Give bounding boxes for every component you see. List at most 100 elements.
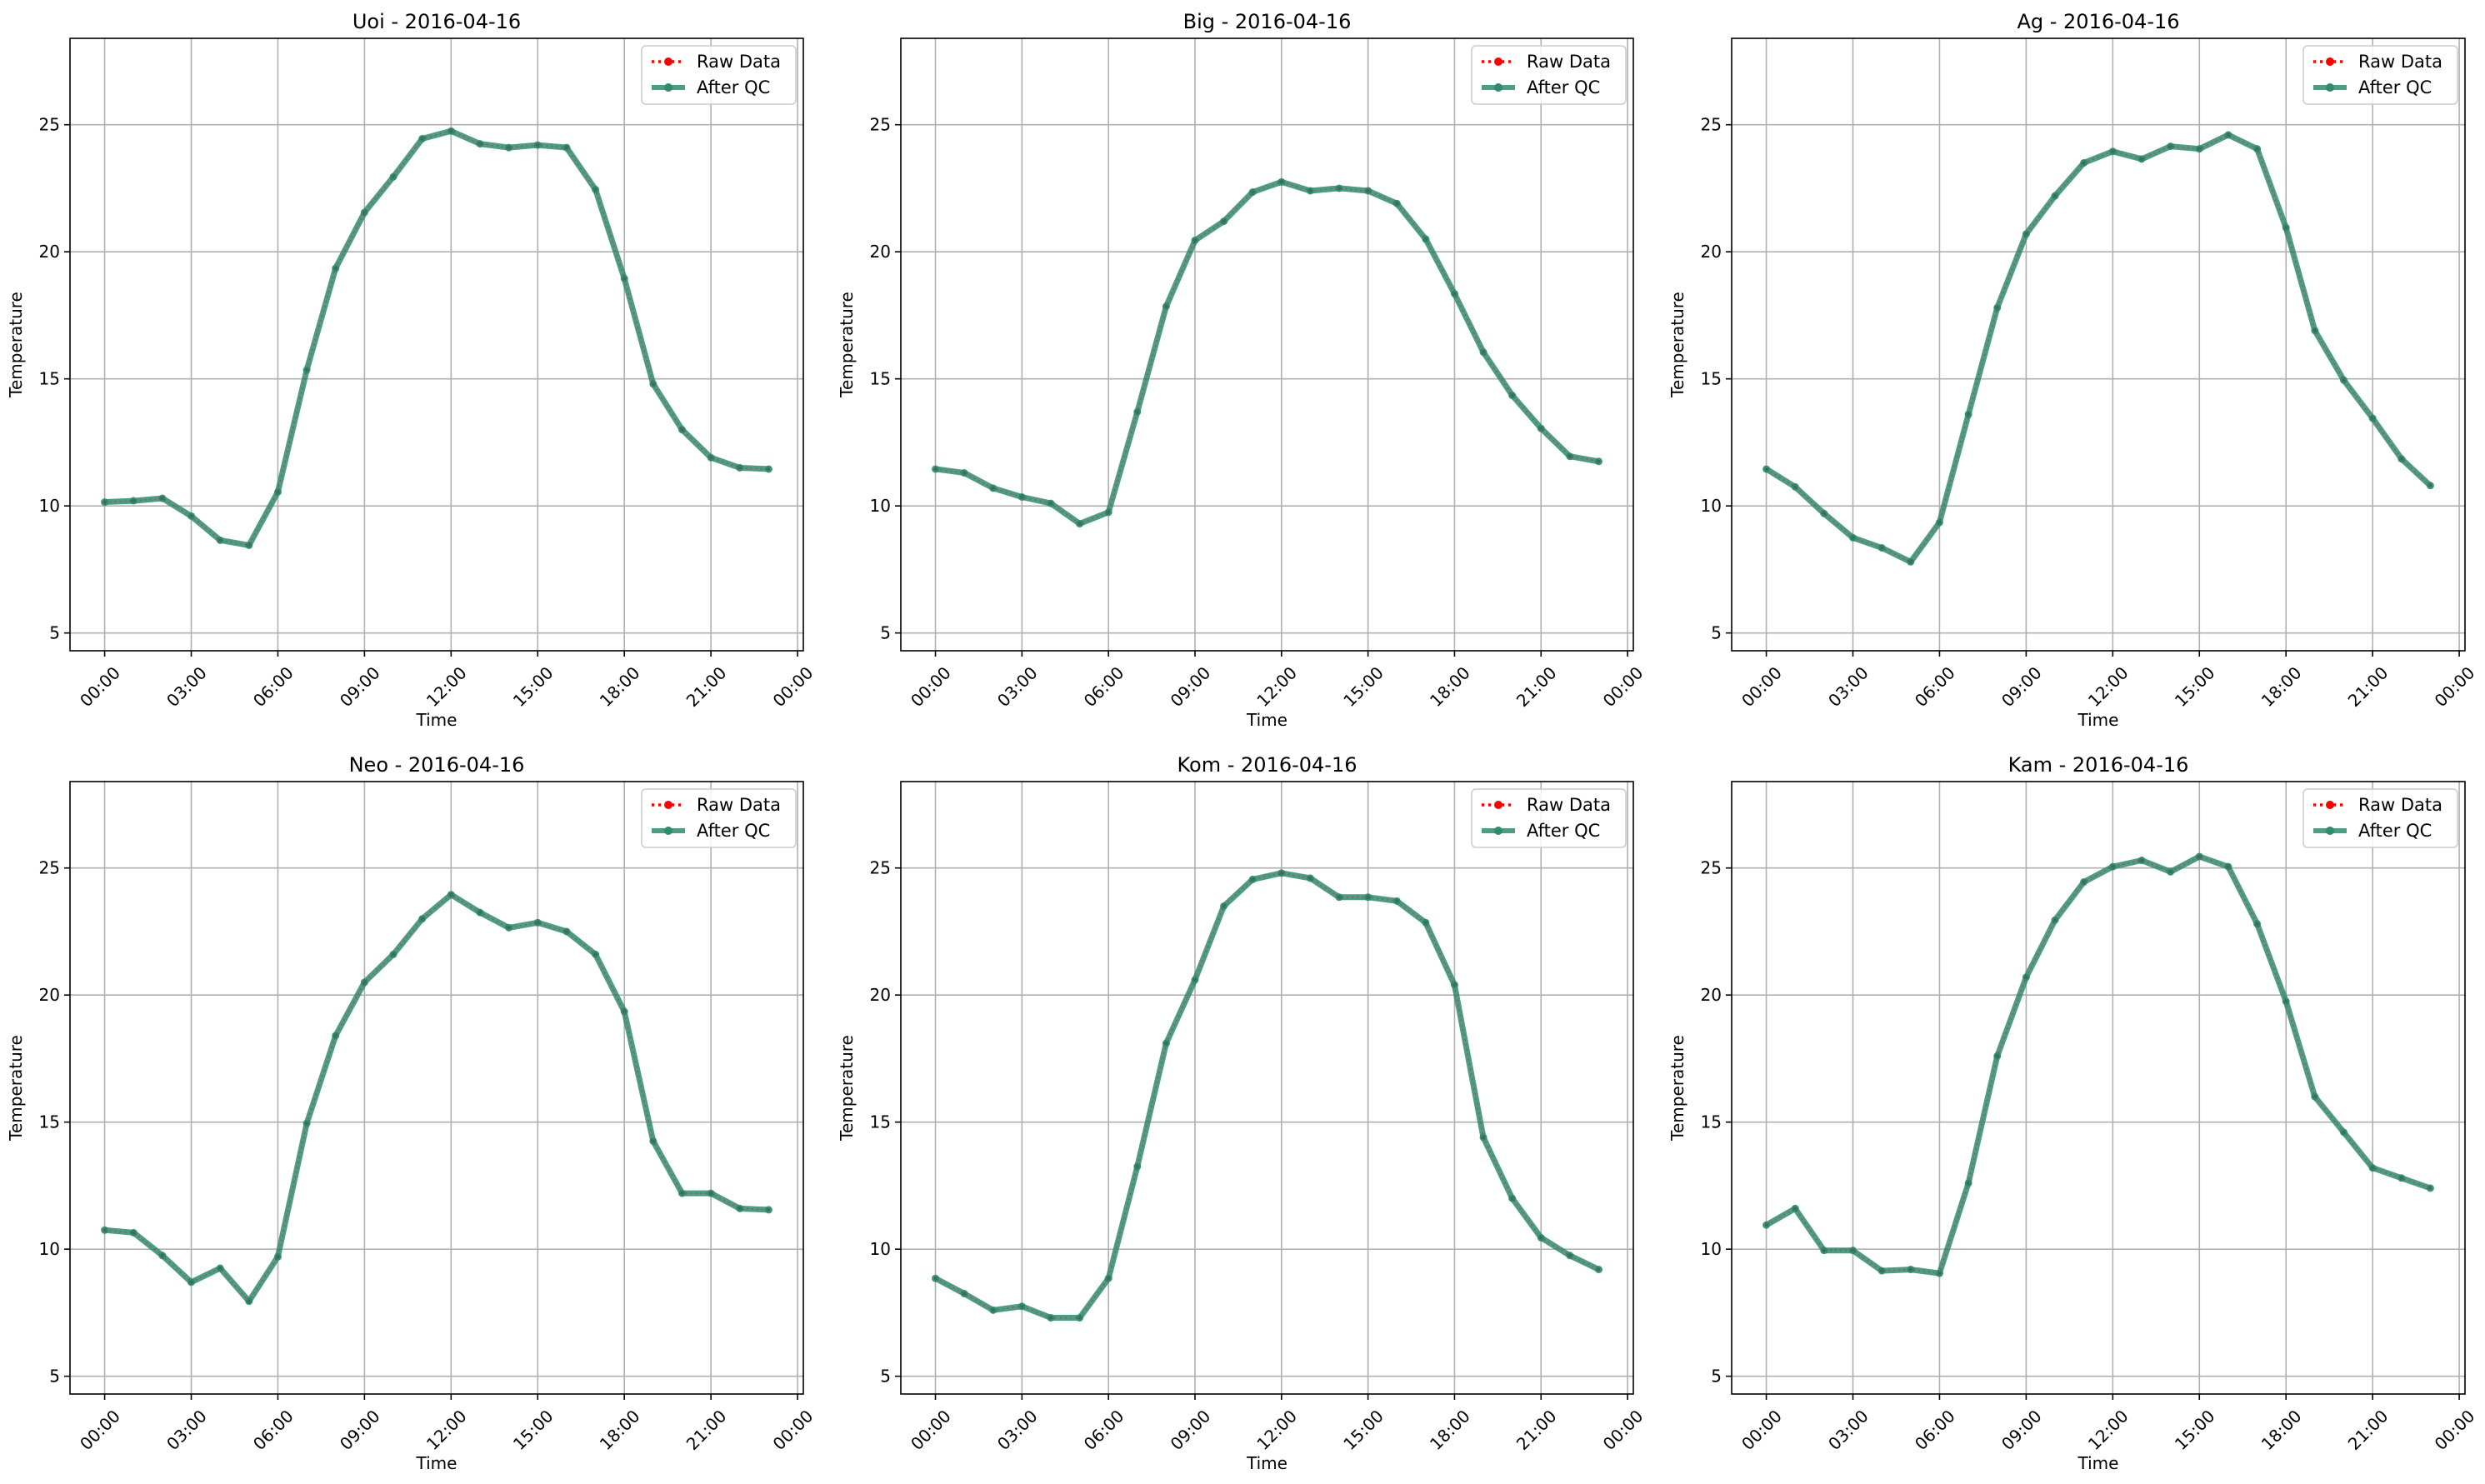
raw-data-point bbox=[962, 1292, 967, 1296]
x-tick-label: 12:00 bbox=[2084, 1406, 2132, 1454]
raw-data-point bbox=[536, 142, 540, 147]
raw-data-point bbox=[1020, 495, 1024, 499]
raw-data-point bbox=[1337, 186, 1342, 191]
raw-data-point bbox=[1106, 510, 1111, 514]
x-tick-label: 06:00 bbox=[1911, 662, 1959, 711]
legend: Raw Data After QC bbox=[1471, 45, 1627, 105]
raw-data-point bbox=[1510, 1196, 1514, 1201]
legend-raw-data-label: Raw Data bbox=[1527, 795, 1611, 815]
x-axis-label: Time bbox=[1246, 1453, 1288, 1473]
series-raw-data-line bbox=[935, 181, 1599, 525]
raw-data-point bbox=[1539, 1236, 1543, 1240]
x-tick-label: 00:00 bbox=[769, 1406, 818, 1454]
y-axis-label: Temperature bbox=[1668, 1035, 1688, 1142]
y-tick-label: 10 bbox=[1701, 496, 1722, 516]
x-tick-label: 03:00 bbox=[993, 662, 1042, 711]
y-tick-label: 25 bbox=[870, 115, 891, 135]
legend: Raw Data After QC bbox=[641, 788, 797, 848]
raw-data-point bbox=[1908, 560, 1913, 564]
y-tick-label: 15 bbox=[1701, 369, 1722, 389]
x-tick-label: 18:00 bbox=[596, 1406, 644, 1454]
raw-data-point bbox=[1966, 1181, 1971, 1186]
x-tick-label: 00:00 bbox=[2431, 662, 2479, 711]
raw-data-point bbox=[102, 1228, 107, 1232]
raw-data-point bbox=[767, 467, 771, 472]
y-tick-label: 20 bbox=[870, 985, 891, 1005]
raw-data-point bbox=[102, 500, 107, 504]
x-tick-label: 06:00 bbox=[1080, 1406, 1128, 1454]
raw-data-point bbox=[1908, 1267, 1913, 1272]
axes-frame bbox=[1731, 781, 2466, 1395]
raw-data-point bbox=[478, 142, 482, 146]
raw-data-point bbox=[593, 952, 598, 957]
raw-data-point bbox=[2370, 1166, 2375, 1170]
x-tick-label: 12:00 bbox=[422, 662, 471, 711]
raw-data-point bbox=[2139, 157, 2144, 162]
subplot-3: 00:00 03:00 06:00 09:00 12:00 15:00 18:00 21:00… bbox=[1668, 10, 2478, 730]
y-tick-label: 20 bbox=[39, 985, 60, 1005]
raw-data-point bbox=[362, 980, 367, 985]
axes-frame bbox=[900, 781, 1634, 1395]
subplot-title: Uoi - 2016-04-16 bbox=[352, 10, 521, 33]
subplot-title: Ag - 2016-04-16 bbox=[2017, 10, 2179, 33]
x-tick-label: 15:00 bbox=[2171, 662, 2219, 711]
raw-data-point bbox=[962, 471, 967, 475]
x-tick-label: 18:00 bbox=[2258, 1406, 2306, 1454]
raw-data-point bbox=[2370, 416, 2375, 421]
legend-after-qc-marker bbox=[664, 83, 672, 92]
raw-data-point bbox=[680, 1191, 684, 1196]
raw-data-point bbox=[991, 486, 995, 491]
raw-data-point bbox=[2198, 854, 2202, 859]
raw-data-point bbox=[2283, 226, 2288, 230]
x-tick-label: 00:00 bbox=[1599, 1406, 1648, 1454]
y-tick-label: 25 bbox=[39, 858, 60, 878]
raw-data-point bbox=[276, 1255, 280, 1259]
raw-data-point bbox=[2168, 870, 2172, 874]
y-tick-label: 5 bbox=[49, 623, 60, 643]
raw-data-point bbox=[2082, 161, 2086, 165]
y-tick-label: 15 bbox=[870, 1112, 891, 1132]
raw-data-point bbox=[1164, 304, 1168, 308]
raw-data-point bbox=[1395, 202, 1399, 206]
subplot-title: Kom - 2016-04-16 bbox=[1178, 753, 1358, 777]
y-tick-label: 20 bbox=[39, 242, 60, 262]
raw-data-point bbox=[1078, 522, 1082, 526]
x-tick-label: 12:00 bbox=[422, 1406, 471, 1454]
subplot-title: Big - 2016-04-16 bbox=[1183, 10, 1352, 33]
legend-raw-data-marker bbox=[664, 801, 672, 809]
raw-data-point bbox=[1597, 1267, 1601, 1272]
x-axis-label: Time bbox=[416, 1453, 458, 1473]
y-tick-label: 25 bbox=[1701, 115, 1722, 135]
x-tick-label: 03:00 bbox=[1824, 662, 1872, 711]
raw-data-point bbox=[1423, 237, 1428, 242]
y-axis-label: Temperature bbox=[837, 292, 857, 398]
raw-data-point bbox=[1279, 180, 1284, 184]
y-tick-label: 15 bbox=[870, 369, 891, 389]
x-tick-label: 18:00 bbox=[1426, 662, 1474, 711]
y-tick-label: 25 bbox=[39, 115, 60, 135]
x-tick-label: 12:00 bbox=[1252, 1406, 1301, 1454]
series-after-qc-line bbox=[1764, 853, 2432, 1277]
raw-data-point bbox=[622, 277, 627, 281]
x-tick-label: 09:00 bbox=[1998, 1406, 2046, 1454]
raw-data-point bbox=[1308, 188, 1312, 193]
series-after-qc-line bbox=[1764, 132, 2432, 565]
raw-data-point bbox=[132, 1231, 136, 1235]
raw-data-point bbox=[2399, 1176, 2403, 1180]
y-tick-label: 10 bbox=[39, 1239, 60, 1259]
x-tick-label: 00:00 bbox=[1599, 662, 1648, 711]
raw-data-point bbox=[1597, 459, 1601, 463]
raw-data-point bbox=[991, 1308, 995, 1312]
raw-data-point bbox=[218, 538, 222, 542]
raw-data-point bbox=[1851, 1248, 1855, 1252]
legend-raw-data-label: Raw Data bbox=[697, 795, 781, 815]
x-tick-label: 00:00 bbox=[907, 1406, 955, 1454]
y-tick-label: 15 bbox=[39, 1112, 60, 1132]
raw-data-point bbox=[1568, 454, 1572, 458]
raw-data-point bbox=[593, 187, 598, 192]
y-tick-label: 5 bbox=[880, 623, 891, 643]
raw-data-point bbox=[1793, 1207, 1798, 1211]
raw-data-point bbox=[1764, 467, 1768, 472]
x-tick-label: 09:00 bbox=[336, 662, 384, 711]
raw-data-point bbox=[2111, 149, 2115, 153]
